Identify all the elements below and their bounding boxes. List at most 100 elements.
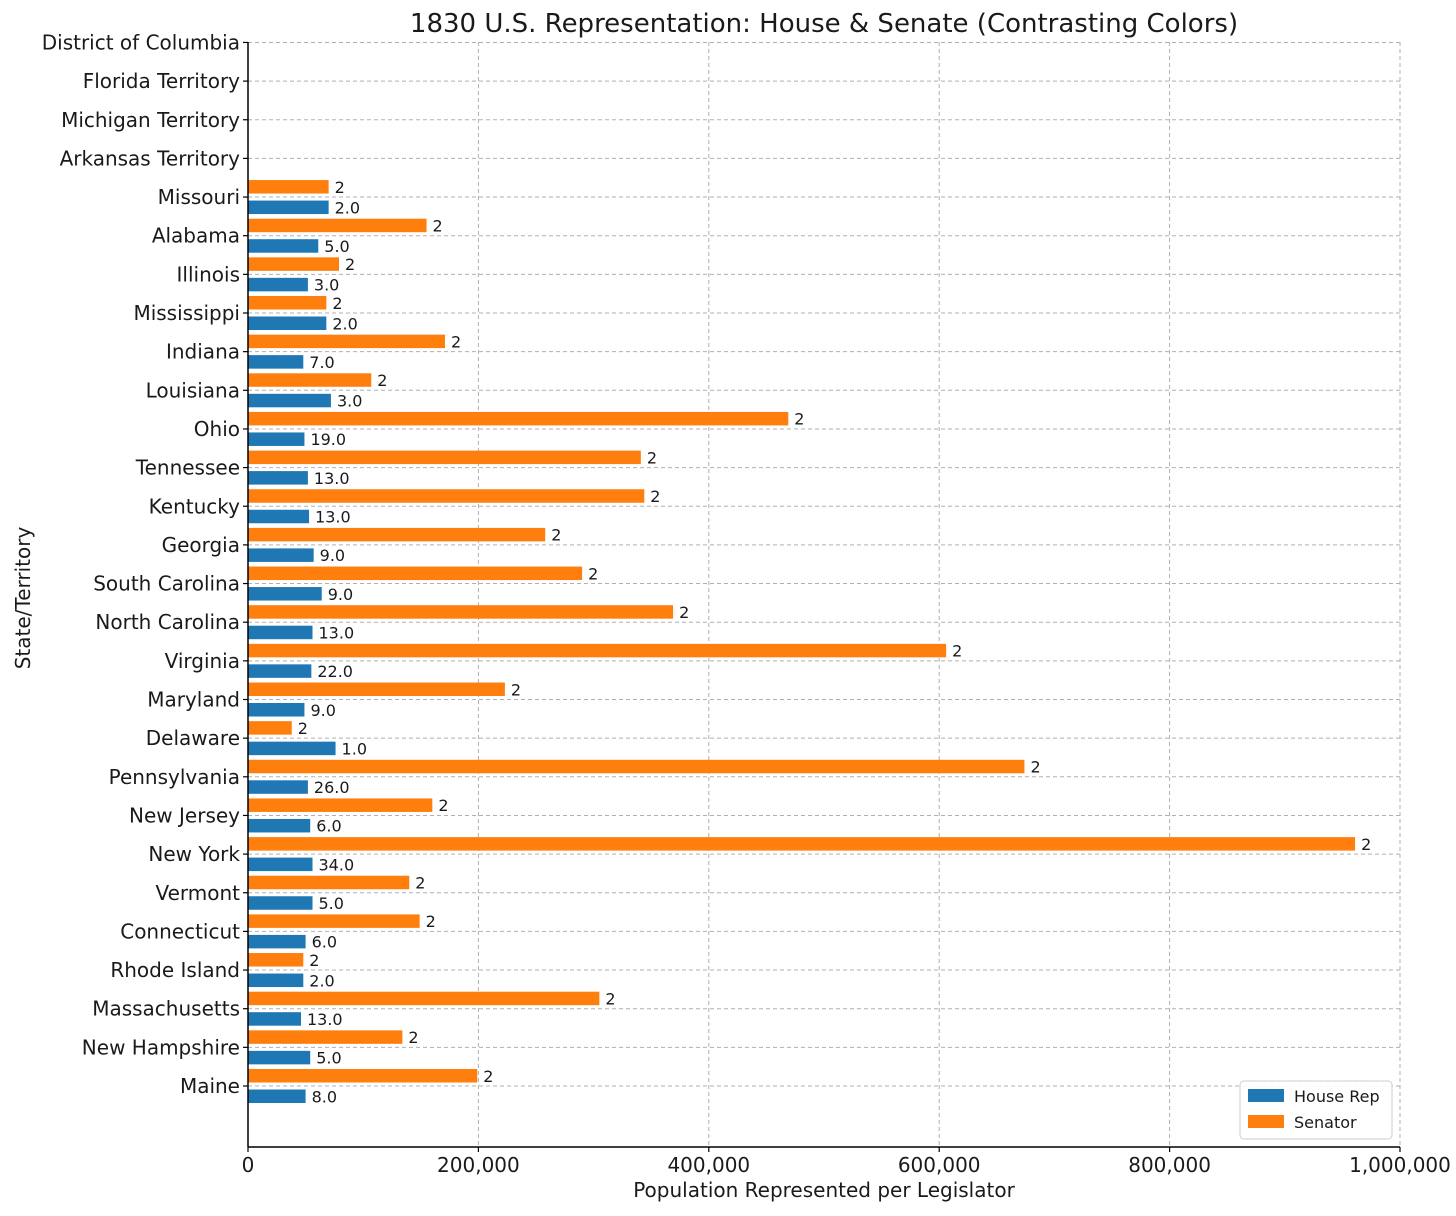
bar-house-rep-georgia	[248, 548, 314, 562]
bar-house-rep-indiana	[248, 355, 304, 369]
bar-house-rep-connecticut	[248, 934, 306, 949]
y-tick-label-rhode-island: Rhode Island	[110, 958, 240, 982]
bar-senator-vermont	[248, 875, 410, 890]
y-tick-label-arkansas-territory: Arkansas Territory	[60, 146, 241, 170]
x-tick-label-200-000: 200,000	[437, 1153, 520, 1177]
data-label-house-rep-new-hampshire: 5.0	[316, 1049, 341, 1068]
data-label-house-rep-missouri: 2.0	[335, 198, 360, 217]
y-tick-label-new-jersey: New Jersey	[129, 803, 240, 827]
bar-senator-kentucky	[248, 489, 645, 503]
data-label-senator-virginia: 2	[952, 642, 962, 661]
bar-house-rep-massachusetts	[248, 1012, 301, 1026]
y-tick-label-vermont: Vermont	[155, 881, 240, 905]
data-label-senator-georgia: 2	[551, 526, 561, 545]
x-axis-label: Population Represented per Legislator	[633, 1178, 1015, 1202]
data-label-senator-pennsylvania: 2	[1030, 758, 1040, 777]
bars	[248, 180, 1356, 1103]
bar-senator-illinois	[248, 257, 340, 271]
data-label-house-rep-new-york: 34.0	[319, 855, 355, 874]
bar-senator-pennsylvania	[248, 759, 1025, 774]
bar-senator-new-jersey	[248, 798, 433, 812]
y-tick-label-new-hampshire: New Hampshire	[82, 1035, 240, 1059]
data-label-house-rep-connecticut: 6.0	[312, 933, 337, 952]
y-tick-label-maryland: Maryland	[147, 688, 240, 712]
data-label-senator-delaware: 2	[298, 719, 308, 738]
data-label-senator-ohio: 2	[794, 410, 804, 429]
data-label-senator-mississippi: 2	[332, 294, 342, 313]
bar-house-rep-south-carolina	[248, 587, 322, 601]
data-label-house-rep-new-jersey: 6.0	[316, 817, 341, 836]
data-label-house-rep-massachusetts: 13.0	[307, 1010, 343, 1029]
y-tick-label-louisiana: Louisiana	[146, 378, 240, 402]
bar-house-rep-new-jersey	[248, 818, 311, 833]
bar-house-rep-new-hampshire	[248, 1050, 311, 1065]
y-tick-label-tennessee: Tennessee	[135, 456, 240, 480]
legend-swatch-house-rep	[1248, 1089, 1284, 1102]
bar-senator-louisiana	[248, 373, 372, 387]
data-label-senator-louisiana: 2	[377, 371, 387, 390]
x-tick-label-600-000: 600,000	[898, 1153, 981, 1177]
bar-house-rep-tennessee	[248, 471, 308, 485]
legend-label-senator: Senator	[1294, 1113, 1357, 1132]
data-label-house-rep-ohio: 19.0	[310, 430, 346, 449]
grid	[247, 41, 1401, 1147]
data-label-house-rep-vermont: 5.0	[319, 894, 344, 913]
data-label-house-rep-virginia: 22.0	[317, 662, 353, 681]
legend: House Rep Senator	[1239, 1080, 1393, 1140]
data-label-senator-vermont: 2	[415, 874, 425, 893]
data-label-house-rep-kentucky: 13.0	[315, 508, 351, 527]
bar-house-rep-delaware	[248, 741, 336, 756]
data-label-house-rep-illinois: 3.0	[314, 276, 339, 295]
data-label-senator-new-jersey: 2	[438, 796, 448, 815]
data-label-house-rep-south-carolina: 9.0	[328, 585, 353, 604]
bar-house-rep-missouri	[248, 200, 329, 215]
y-tick-label-virginia: Virginia	[165, 649, 240, 673]
data-label-house-rep-delaware: 1.0	[342, 739, 367, 758]
bar-senator-maine	[248, 1069, 478, 1083]
y-tick-label-mississippi: Mississippi	[133, 301, 240, 325]
data-label-senator-rhode-island: 2	[309, 951, 319, 970]
bar-senator-virginia	[248, 643, 947, 658]
bar-senator-rhode-island	[248, 953, 304, 967]
data-label-house-rep-alabama: 5.0	[324, 237, 349, 256]
x-tick-label-1-000-000: 1,000,000	[1349, 1153, 1451, 1177]
y-tick-label-massachusetts: Massachusetts	[92, 997, 240, 1021]
data-label-senator-maine: 2	[483, 1067, 493, 1086]
bar-senator-new-york	[248, 837, 1356, 851]
y-tick-label-north-carolina: North Carolina	[95, 610, 240, 634]
bar-house-rep-ohio	[248, 432, 305, 446]
data-label-senator-kentucky: 2	[650, 487, 660, 506]
legend-swatch-senator	[1248, 1115, 1284, 1128]
bar-senator-mississippi	[248, 296, 327, 310]
bar-senator-missouri	[248, 180, 329, 194]
data-label-house-rep-pennsylvania: 26.0	[314, 778, 350, 797]
y-tick-label-pennsylvania: Pennsylvania	[109, 765, 240, 789]
data-label-house-rep-north-carolina: 13.0	[319, 623, 355, 642]
bar-house-rep-illinois	[248, 277, 308, 292]
data-label-house-rep-maryland: 9.0	[310, 701, 335, 720]
bar-house-rep-maine	[248, 1089, 306, 1103]
bar-house-rep-alabama	[248, 239, 319, 253]
legend-label-house-rep: House Rep	[1294, 1087, 1380, 1106]
bar-senator-massachusetts	[248, 991, 600, 1006]
data-label-senator-tennessee: 2	[647, 448, 657, 467]
data-label-senator-north-carolina: 2	[679, 603, 689, 622]
data-label-senator-new-york: 2	[1361, 835, 1371, 854]
y-tick-label-illinois: Illinois	[177, 262, 240, 286]
data-label-senator-illinois: 2	[345, 255, 355, 274]
y-axis-label: State/Territory	[11, 527, 35, 670]
data-label-senator-south-carolina: 2	[588, 564, 598, 583]
data-label-senator-maryland: 2	[511, 680, 521, 699]
y-tick-label-alabama: Alabama	[152, 224, 240, 248]
bar-senator-georgia	[248, 527, 546, 542]
y-tick-label-maine: Maine	[180, 1074, 240, 1098]
y-tick-label-connecticut: Connecticut	[120, 919, 240, 943]
data-label-senator-connecticut: 2	[426, 912, 436, 931]
y-tick-label-missouri: Missouri	[158, 185, 240, 209]
data-label-house-rep-georgia: 9.0	[320, 546, 345, 565]
bar-house-rep-new-york	[248, 857, 313, 872]
y-tick-label-florida-territory: Florida Territory	[83, 69, 240, 93]
y-tick-label-michigan-territory: Michigan Territory	[61, 108, 240, 132]
bar-senator-new-hampshire	[248, 1030, 403, 1044]
data-label-house-rep-mississippi: 2.0	[332, 314, 357, 333]
